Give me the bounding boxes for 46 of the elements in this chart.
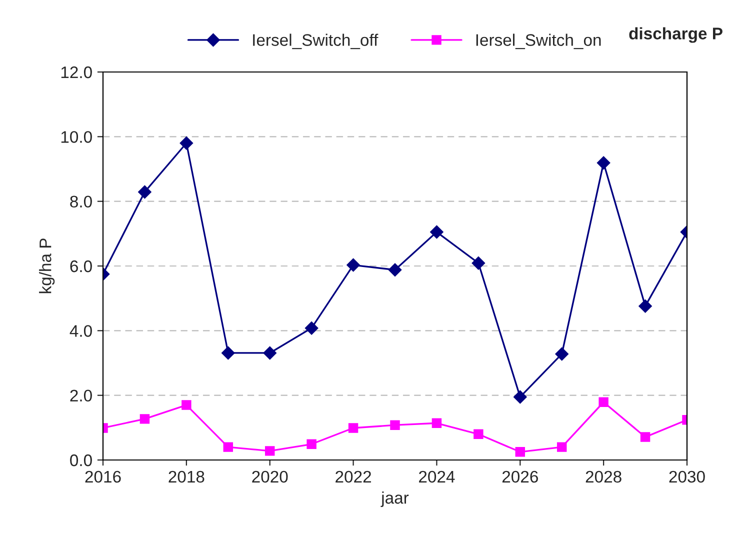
point [180,136,194,150]
point [264,446,275,456]
chart-title: discharge P [629,27,722,43]
y-tick-label: 0.0 [70,454,92,466]
point [432,418,442,428]
point [640,432,650,442]
y-tick-label: 6.0 [70,260,92,272]
legend-label: Iersel_Switch_on [476,34,601,50]
x-axis-title: jaar [380,492,409,508]
y-axis-title: kg/ha P [39,238,55,294]
x-tick-label: 2026 [502,470,538,483]
x-tick-label: 2022 [336,470,371,483]
x-tick-label: 2018 [168,470,204,483]
point [556,442,567,452]
point [430,225,444,239]
point [390,420,400,430]
point [348,423,358,433]
y-tick-label: 4.0 [70,325,92,337]
point [138,185,152,199]
legend-label: Iersel_Switch_off [253,34,378,50]
point [474,429,484,439]
point [596,156,610,170]
point [223,442,234,452]
point [472,256,486,270]
point [598,397,608,407]
point [514,390,527,404]
point [140,414,150,424]
point [306,439,316,450]
y-tick-label: 12.0 [61,66,92,78]
y-tick-label: 2.0 [70,390,92,402]
x-tick-label: 2016 [85,470,121,483]
point [263,346,276,360]
point [346,258,360,272]
point [555,347,568,361]
point [638,300,652,313]
y-tick-label: 8.0 [70,196,92,208]
point [515,447,526,457]
x-tick-label: 2030 [669,470,705,483]
y-tick-label: 10.0 [61,131,92,143]
point [388,263,402,276]
x-tick-label: 2024 [419,470,455,483]
x-tick-label: 2020 [252,470,288,483]
x-tick-label: 2028 [586,470,622,483]
point [182,400,192,410]
point [304,321,318,335]
point [222,346,235,360]
